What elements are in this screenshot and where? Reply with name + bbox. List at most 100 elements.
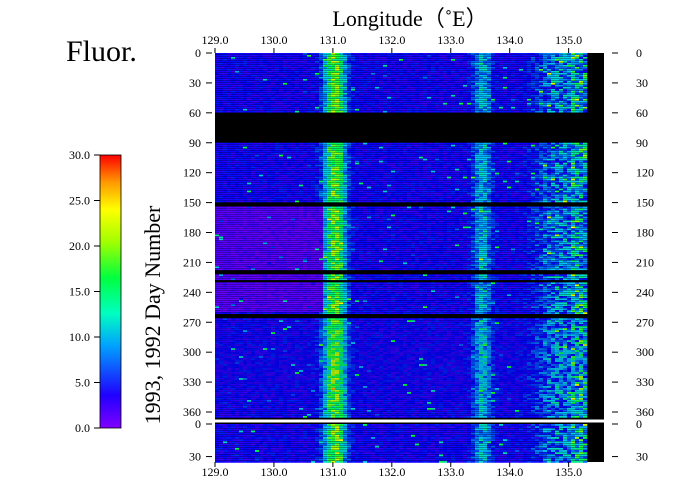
heatmap-row: [215, 312, 588, 314]
heatmap-row: [215, 220, 588, 223]
heatmap-row: [215, 452, 588, 455]
y-tick-label-left: 180: [183, 226, 201, 240]
y-tick-label-left: 210: [183, 255, 201, 269]
heatmap-row: [215, 328, 588, 330]
heatmap-row: [215, 56, 588, 59]
heatmap-row: [215, 184, 588, 187]
heatmap-row: [215, 168, 588, 171]
heatmap-row: [215, 292, 588, 295]
x-tick-label-top: 132.0: [378, 33, 405, 47]
heatmap-row: [215, 366, 588, 368]
heatmap-row: [215, 176, 588, 179]
heatmap-plot-area: [215, 53, 604, 463]
x-tick-label-top: 131.0: [319, 33, 346, 47]
heatmap-row: [215, 408, 588, 410]
heatmap-row: [215, 54, 588, 57]
y-tick-label-right: 180: [636, 226, 654, 240]
heatmap-row: [215, 154, 588, 157]
heatmap-row: [215, 276, 588, 279]
heatmap-row: [215, 80, 588, 83]
heatmap-row: [215, 194, 588, 197]
heatmap-row: [215, 278, 588, 281]
heatmap-row: [215, 441, 588, 444]
heatmap-row: [215, 414, 588, 416]
x-tick-label-top: 133.0: [437, 33, 464, 47]
y-tick-label-right: 0: [636, 46, 642, 60]
heatmap-row: [215, 368, 588, 370]
heatmap-row: [215, 300, 588, 303]
heatmap-row: [215, 196, 588, 199]
heatmap-row: [215, 242, 588, 245]
heatmap-row: [215, 443, 588, 446]
heatmap-row: [215, 378, 588, 380]
heatmap-row: [215, 382, 588, 384]
heatmap-row: [215, 302, 588, 305]
heatmap-row: [215, 458, 588, 461]
y-tick-label-right: 300: [636, 345, 654, 359]
heatmap-row: [215, 348, 588, 350]
heatmap-row: [215, 230, 588, 233]
heatmap-row: [215, 110, 588, 113]
heatmap-row: [215, 432, 588, 435]
heatmap-row: [215, 234, 588, 237]
heatmap-row: [215, 374, 588, 376]
colorbar-tick-label: 20.0: [69, 239, 90, 253]
heatmap-row: [215, 338, 588, 340]
heatmap-row: [215, 248, 588, 251]
heatmap-row: [215, 180, 588, 183]
heatmap-row: [215, 62, 588, 65]
heatmap-row: [215, 388, 588, 390]
x-tick-label-bottom: 131.0: [319, 465, 346, 479]
heatmap-row: [215, 102, 588, 105]
heatmap-row: [215, 156, 588, 159]
heatmap-row: [215, 445, 588, 448]
heatmap-row: [215, 447, 588, 450]
heatmap-row: [215, 192, 588, 195]
heatmap-row: [215, 172, 588, 175]
heatmap-row: [215, 146, 588, 149]
heatmap-row: [215, 212, 588, 215]
heatmap-row: [215, 170, 588, 173]
x-tick-label-top: 129.0: [202, 33, 229, 47]
heatmap-row: [215, 104, 588, 107]
heatmap-row: [215, 68, 588, 71]
colorbar: [99, 154, 122, 429]
heatmap-row: [215, 106, 588, 109]
y-axis-title: 1993, 1992 Day Number: [140, 205, 165, 424]
heatmap-row: [215, 258, 588, 261]
colorbar-tick-label: 5.0: [75, 376, 90, 390]
y-tick-label-right: 120: [636, 166, 654, 180]
colorbar-tick-label: 15.0: [69, 285, 90, 299]
heatmap-row: [215, 53, 588, 55]
heatmap-row: [215, 100, 588, 103]
heatmap-row: [215, 60, 588, 63]
heatmap-row: [215, 400, 588, 402]
heatmap-row: [215, 178, 588, 181]
x-axis-title: Longitude（˚E）: [332, 6, 487, 31]
x-tick-label-bottom: 130.0: [260, 465, 287, 479]
x-tick-label-bottom: 134.0: [496, 465, 523, 479]
y-tick-label-right: 30: [636, 76, 648, 90]
heatmap-row: [215, 86, 588, 89]
heatmap-row: [215, 152, 588, 155]
heatmap-row: [215, 296, 588, 299]
heatmap-row: [215, 346, 588, 348]
x-tick-label-top: 130.0: [260, 33, 287, 47]
heatmap-row: [215, 250, 588, 253]
heatmap-row: [215, 450, 588, 452]
heatmap-row: [215, 166, 588, 169]
heatmap-row: [215, 439, 588, 442]
heatmap-row: [215, 240, 588, 243]
heatmap-row: [215, 262, 588, 265]
heatmap-row: [215, 266, 588, 269]
heatmap-row: [215, 380, 588, 382]
heatmap-row: [215, 386, 588, 388]
x-tick-label-bottom: 132.0: [378, 465, 405, 479]
heatmap-row: [215, 82, 588, 85]
heatmap-row: [215, 324, 588, 326]
y-tick-label-right: 240: [636, 285, 654, 299]
heatmap-row: [215, 416, 588, 418]
